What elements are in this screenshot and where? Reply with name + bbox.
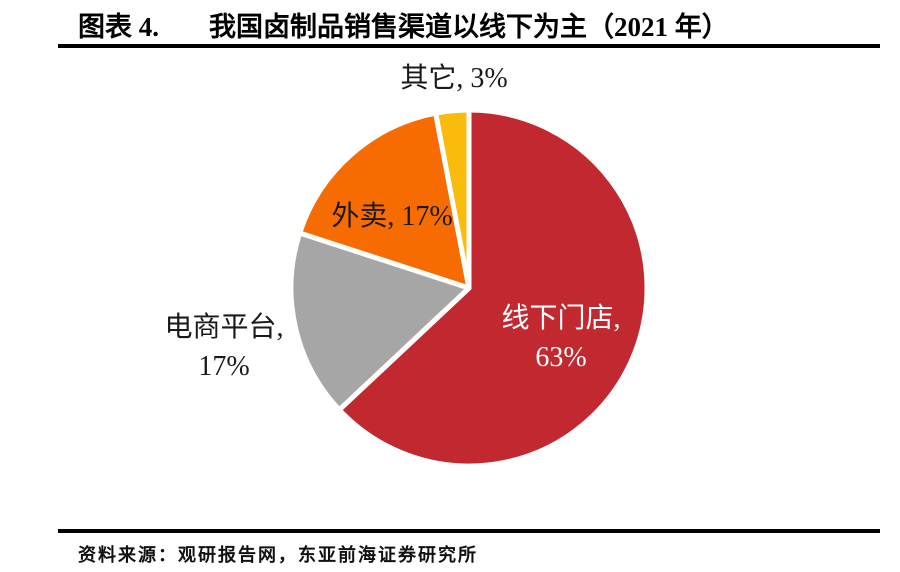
slice-label-offline-line1: 线下门店,	[501, 303, 621, 334]
pie-slices	[288, 107, 650, 469]
slice-label-offline: 线下门店, 63%	[501, 299, 620, 377]
pie-slice-ecommerce-platform	[288, 230, 472, 413]
source-divider	[58, 529, 880, 533]
slice-label-ecommerce: 电商平台, 17%	[164, 308, 283, 386]
slice-label-offline-line2: 63%	[535, 342, 587, 373]
slice-label-ecommerce-line2: 17%	[198, 351, 250, 382]
slice-label-ecommerce-line1: 电商平台,	[164, 312, 284, 343]
slice-label-takeout: 外卖, 17%	[331, 201, 453, 232]
figure-number: 图表 4.	[78, 12, 159, 42]
pie-slice-offline-store	[336, 107, 650, 469]
title-underline	[58, 44, 880, 48]
pie-slice-other	[433, 107, 472, 291]
figure-title: 图表 4. 我国卤制品销售渠道以线下为主（2021 年）	[78, 5, 878, 44]
source-note: 资料来源：观研报告网，东亚前海证券研究所	[78, 545, 478, 565]
slice-label-other: 其它, 3%	[400, 63, 508, 94]
pie-slice-takeout	[297, 110, 472, 291]
figure-title-text: 我国卤制品销售渠道以线下为主（2021 年）	[209, 12, 729, 42]
